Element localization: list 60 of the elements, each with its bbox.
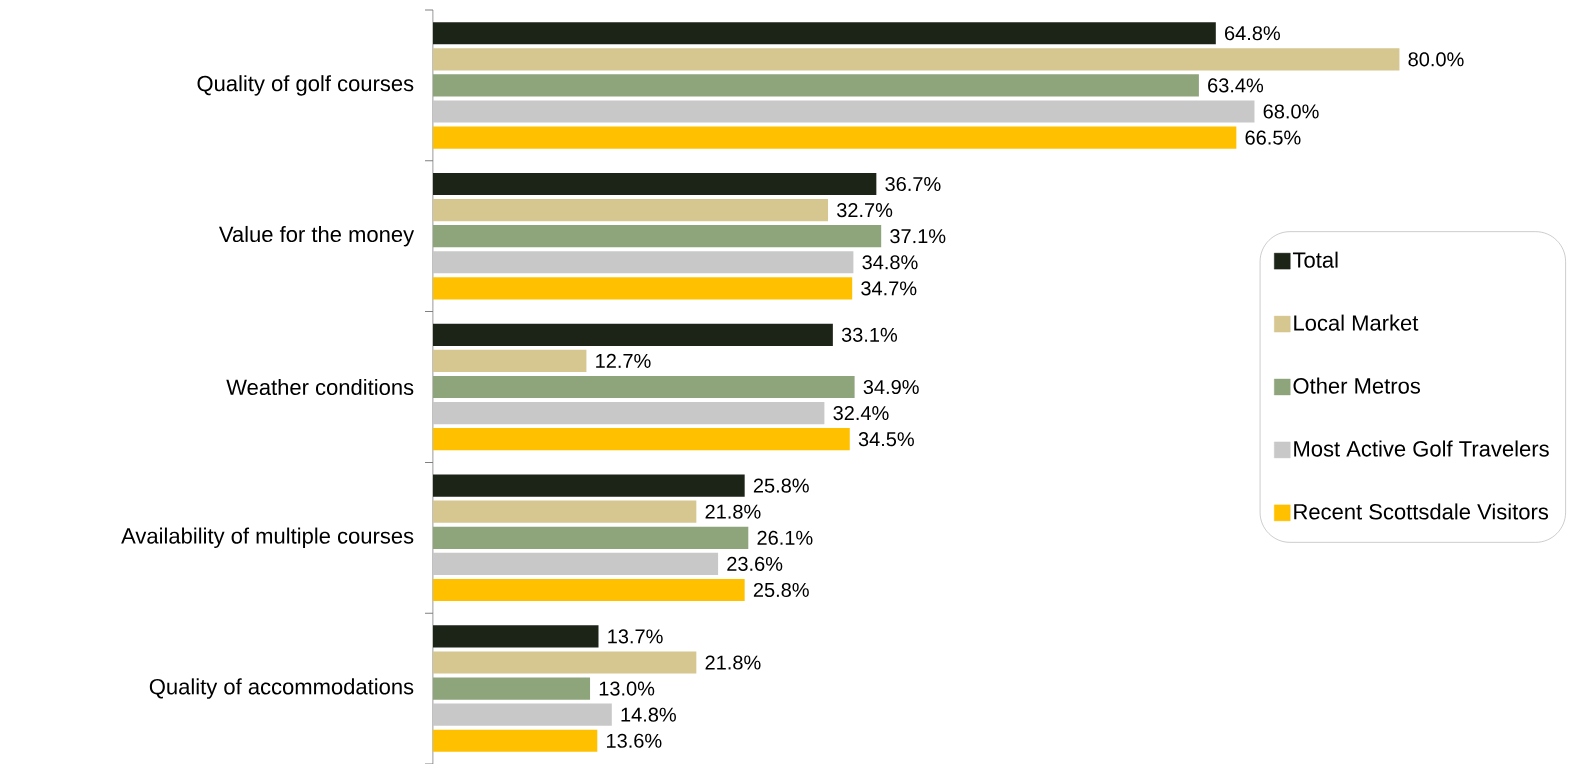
data-label: 33.1% bbox=[841, 327, 898, 342]
data-label: 34.9% bbox=[863, 379, 919, 394]
data-label: 23.6% bbox=[727, 556, 783, 571]
data-label: 13.6% bbox=[607, 733, 662, 748]
bar bbox=[433, 277, 853, 300]
data-label: 25.8% bbox=[753, 582, 809, 597]
data-label: 80.0% bbox=[1408, 52, 1464, 67]
bar bbox=[433, 552, 719, 575]
data-label: 34.5% bbox=[858, 431, 914, 447]
bar bbox=[433, 198, 829, 221]
bar bbox=[433, 625, 599, 648]
y-tick-label: Availability of multiple courses bbox=[121, 527, 414, 548]
bar bbox=[433, 126, 1237, 149]
bar bbox=[433, 21, 1216, 45]
bar bbox=[433, 224, 882, 248]
bar bbox=[433, 323, 833, 346]
bar bbox=[433, 349, 587, 372]
bar bbox=[433, 250, 854, 274]
data-label: 32.4% bbox=[833, 405, 889, 420]
bar bbox=[433, 474, 745, 497]
data-label: 26.1% bbox=[757, 530, 813, 545]
bar bbox=[433, 703, 612, 726]
legend-label: Other Metros bbox=[1293, 377, 1421, 394]
legend-label: Local Market bbox=[1294, 314, 1419, 331]
bar bbox=[433, 172, 877, 195]
data-label: 36.7% bbox=[885, 176, 941, 191]
data-label: 12.7% bbox=[596, 353, 651, 368]
bar bbox=[433, 427, 850, 451]
data-label: 37.1% bbox=[890, 228, 946, 244]
data-label: 66.5% bbox=[1245, 130, 1301, 145]
bar bbox=[433, 74, 1199, 97]
bar bbox=[433, 677, 591, 700]
bar bbox=[433, 729, 598, 752]
y-tick-label: Weather conditions bbox=[226, 378, 414, 395]
y-tick-label: Quality of accommodations bbox=[149, 678, 414, 699]
bar bbox=[433, 47, 1400, 71]
bar bbox=[433, 375, 855, 398]
bar bbox=[433, 578, 745, 601]
data-label: 21.8% bbox=[705, 655, 761, 670]
data-label: 34.7% bbox=[861, 281, 917, 296]
legend-label: Total bbox=[1292, 251, 1338, 268]
data-label: 34.8% bbox=[862, 254, 918, 270]
bar bbox=[433, 500, 697, 523]
legend-label: Most Active Golf Travelers bbox=[1294, 440, 1549, 457]
legend-label: Recent Scottsdale Visitors bbox=[1294, 503, 1549, 520]
y-tick-label: Value for the money bbox=[218, 225, 415, 247]
data-label: 21.8% bbox=[705, 504, 761, 519]
data-label: 64.8% bbox=[1225, 25, 1280, 41]
bar bbox=[433, 100, 1255, 123]
data-label: 25.8% bbox=[753, 478, 809, 493]
data-label: 68.0% bbox=[1263, 104, 1319, 119]
data-label: 32.7% bbox=[837, 202, 893, 217]
data-label: 13.7% bbox=[608, 629, 663, 644]
data-label: 63.4% bbox=[1208, 78, 1264, 93]
bar bbox=[433, 651, 697, 674]
bar bbox=[433, 526, 749, 549]
data-label: 13.0% bbox=[599, 681, 655, 696]
data-label: 14.8% bbox=[621, 707, 676, 722]
y-tick-label: Quality of golf courses bbox=[197, 74, 414, 96]
bar bbox=[433, 401, 825, 424]
